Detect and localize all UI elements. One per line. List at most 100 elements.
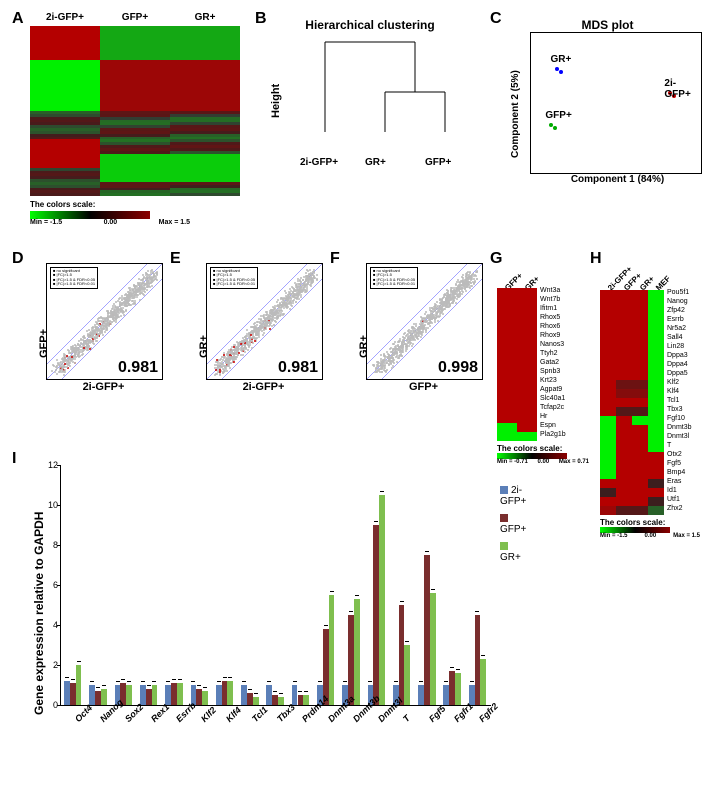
heatG-cell <box>497 342 517 351</box>
scatter-dot <box>231 346 233 348</box>
heatG-cell <box>497 396 517 405</box>
heatG-cell <box>517 432 537 441</box>
scatter-dot <box>136 291 138 293</box>
scatter-xlabel: GFP+ <box>366 381 481 393</box>
scatter-dot <box>129 292 131 294</box>
scatter-dot <box>393 343 395 345</box>
scatter-dot <box>221 356 223 358</box>
heatH-cell <box>600 290 616 299</box>
scatter-dot <box>86 343 88 345</box>
scaleG-mid: 0.00 <box>537 459 549 465</box>
scatter-dot <box>131 295 133 297</box>
heatG-gene: Tcfap2c <box>540 404 564 411</box>
scatter-dot <box>142 293 144 295</box>
panel-e-label: E <box>170 250 181 268</box>
heatH-cell <box>616 497 632 506</box>
scaleA-max: Max = 1.5 <box>159 219 190 226</box>
dendro-title: Hierarchical clustering <box>270 18 470 32</box>
scatter-dot <box>378 368 380 370</box>
mds-point <box>553 126 557 130</box>
bar-xtick: Klf4 <box>224 705 243 724</box>
scatter-dot <box>227 365 229 367</box>
heatG-gene: Wnt3a <box>540 287 560 294</box>
heatG-cell <box>517 360 537 369</box>
scatter-dot <box>149 274 151 276</box>
scatter-legend: ■ no significant■ |FC|>1.5■ |FC|>1.5 & F… <box>370 267 418 289</box>
heatG-gene: Ifitm1 <box>540 305 557 312</box>
heatH-cell <box>632 371 648 380</box>
scatter-dot <box>86 349 88 351</box>
scatter-dot <box>110 312 112 314</box>
heatH-cell <box>632 362 648 371</box>
scatter-dot <box>405 350 407 352</box>
mds-point-label: GFP+ <box>545 110 571 121</box>
heatH-cell <box>616 317 632 326</box>
heatG-cell <box>497 423 517 432</box>
heatH-cell <box>632 461 648 470</box>
heatH-cell <box>600 488 616 497</box>
bar <box>404 645 410 705</box>
scatter-dot <box>235 347 237 349</box>
scatter-dot <box>465 283 467 285</box>
heatH-cell <box>632 407 648 416</box>
heatH-cell <box>648 290 664 299</box>
scatter-dot <box>409 337 411 339</box>
scatter-dot <box>228 358 230 360</box>
scatter-dot <box>402 345 404 347</box>
scatter-dot <box>415 323 417 325</box>
scatter-dot <box>457 294 459 296</box>
heatG-cell <box>517 288 537 297</box>
scaleH-max: Max = 1.5 <box>673 533 700 539</box>
scatter-dot <box>380 362 382 364</box>
scatter-dot <box>429 325 431 327</box>
scatter-dot <box>92 333 94 335</box>
heatH-cell <box>600 470 616 479</box>
scatter-dot <box>427 322 429 324</box>
heatG-gene: Rhox6 <box>540 323 560 330</box>
heatG-gene: Spnb3 <box>540 368 560 375</box>
scatter-dot <box>240 343 242 345</box>
scatter-dot <box>436 313 438 315</box>
scatter-legend: ■ no significant■ |FC|>1.5■ |FC|>1.5 & F… <box>210 267 258 289</box>
heatH-cell <box>648 497 664 506</box>
heatH-cell <box>648 380 664 389</box>
heatH-gene: Nanog <box>667 298 688 305</box>
heatH-gene: Nr5a2 <box>667 325 686 332</box>
scatter-dot <box>465 290 467 292</box>
scatter-dot <box>376 370 378 372</box>
scaleG-max: Max = 0.71 <box>559 459 589 465</box>
heatH-cell <box>632 290 648 299</box>
scatter-dot <box>223 365 225 367</box>
bar-xtick: Fgf5 <box>427 704 448 725</box>
heatH-cell <box>632 353 648 362</box>
heatH-cell <box>616 407 632 416</box>
heatH-cell <box>616 398 632 407</box>
scatter-dot <box>64 369 66 371</box>
heatH-cell <box>600 425 616 434</box>
bar <box>253 697 259 705</box>
bar-xtick: Klf2 <box>199 705 218 724</box>
bar <box>480 659 486 705</box>
heatG-cell <box>517 396 537 405</box>
heatH-gene: Zfp42 <box>667 307 685 314</box>
heatH-cell <box>632 344 648 353</box>
mds-point <box>559 70 563 74</box>
heatH-gene: Sall4 <box>667 334 683 341</box>
bar <box>329 595 335 705</box>
scatter-dot <box>77 347 79 349</box>
scatter-dot <box>378 365 380 367</box>
scatter-dot <box>63 374 65 376</box>
scatter-dot <box>295 290 297 292</box>
scatter-dot <box>223 371 225 373</box>
scatter-dot <box>421 332 423 334</box>
heatH-cell <box>616 479 632 488</box>
heatH-cell <box>648 389 664 398</box>
scatter-dot <box>120 310 122 312</box>
bar <box>303 695 309 705</box>
scaleH-min: Min = -1.5 <box>600 533 628 539</box>
panel-b-label: B <box>255 10 267 28</box>
heatH-cell <box>600 434 616 443</box>
scatter-dot <box>134 303 136 305</box>
heatG-cell <box>517 351 537 360</box>
scatter-dot <box>68 364 70 366</box>
